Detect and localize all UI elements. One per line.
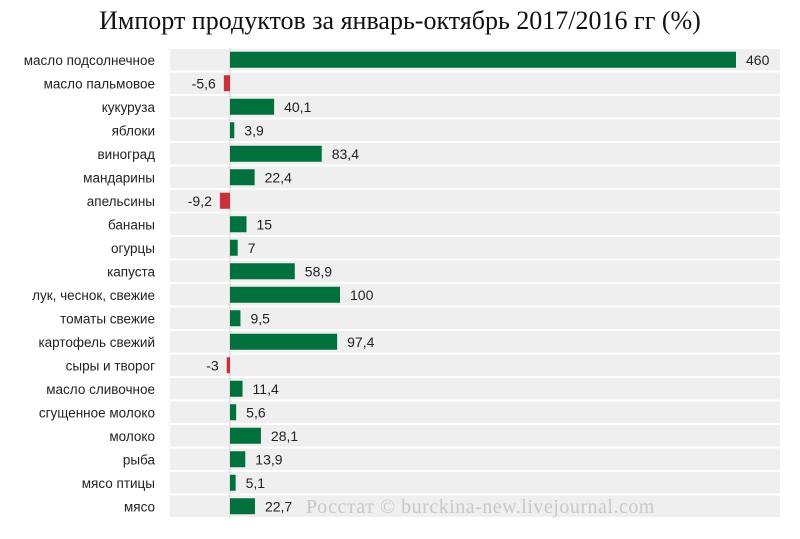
bar: [230, 451, 246, 468]
category-label: огурцы: [111, 241, 155, 256]
row-band: [170, 213, 780, 235]
category-label: яблоки: [112, 123, 155, 138]
row-band: [170, 307, 780, 329]
category-label: кукуруза: [102, 100, 156, 115]
data-label: -3: [206, 357, 219, 373]
data-label: 5,1: [246, 475, 266, 491]
bar: [230, 263, 295, 280]
category-label: мясо птицы: [82, 476, 155, 491]
row-band: [170, 472, 780, 494]
data-label: 11,4: [253, 381, 279, 397]
data-label: -9,2: [188, 193, 212, 209]
row-band: [170, 237, 780, 259]
bar: [230, 380, 243, 397]
bar: [230, 169, 255, 186]
category-label: сгущенное молоко: [39, 405, 155, 420]
bar: [230, 98, 275, 115]
category-label: мясо: [124, 499, 155, 514]
row-band: [170, 448, 780, 470]
bar: [219, 192, 230, 209]
watermark: Росстат © burckina-new.livejournal.com: [306, 496, 655, 518]
row-band: [170, 190, 780, 212]
data-label: 7: [248, 240, 256, 256]
bar: [230, 310, 241, 327]
data-label: 100: [350, 287, 374, 303]
data-label: 22,7: [265, 498, 292, 514]
row-band: [170, 354, 780, 376]
bar: [230, 333, 338, 350]
row-band: [170, 378, 780, 400]
row-band: [170, 96, 780, 118]
data-label: -5,6: [192, 75, 216, 91]
data-label: 58,9: [305, 263, 332, 279]
row-band: [170, 119, 780, 141]
category-label: бананы: [108, 217, 155, 232]
category-label: виноград: [98, 147, 156, 162]
bar: [230, 145, 322, 162]
data-label: 83,4: [332, 146, 359, 162]
category-label: лук, чеснок, свежие: [32, 288, 155, 303]
bar: [223, 75, 230, 92]
data-label: 22,4: [265, 169, 292, 185]
bar: [230, 51, 736, 68]
data-label: 3,9: [244, 122, 264, 138]
category-label: апельсины: [87, 194, 155, 209]
category-label: масло подсолнечное: [24, 53, 155, 68]
data-label: 40,1: [284, 99, 311, 115]
bar: [230, 286, 340, 303]
bar: [230, 216, 247, 233]
row-band: [170, 166, 780, 188]
data-label: 5,6: [246, 404, 266, 420]
category-label: рыба: [123, 452, 156, 467]
row-band: [170, 72, 780, 94]
category-label: капуста: [107, 264, 155, 279]
data-label: 28,1: [271, 428, 298, 444]
category-label: сыры и творог: [66, 358, 155, 373]
row-band: [170, 425, 780, 447]
data-label: 97,4: [347, 334, 374, 350]
bar: [226, 357, 230, 374]
row-band: [170, 143, 780, 165]
chart-title: Импорт продуктов за январь-октябрь 2017/…: [99, 6, 701, 35]
category-label: картофель свежий: [38, 335, 155, 350]
data-label: 13,9: [255, 451, 282, 467]
bar: [230, 498, 255, 515]
bar: [230, 239, 238, 256]
row-band: [170, 401, 780, 423]
row-band: [170, 260, 780, 282]
bar: [230, 474, 236, 491]
category-label: масло сливочное: [46, 382, 155, 397]
category-label: мандарины: [83, 170, 155, 185]
data-label: 15: [257, 216, 273, 232]
row-band: [170, 495, 780, 517]
bar: [230, 427, 261, 444]
bar: [230, 122, 235, 139]
category-label: масло пальмовое: [44, 76, 155, 91]
bar: [230, 404, 237, 421]
data-label: 9,5: [250, 310, 270, 326]
category-label: молоко: [109, 429, 155, 444]
data-label: 460: [746, 52, 770, 68]
category-label: томаты свежие: [60, 311, 155, 326]
